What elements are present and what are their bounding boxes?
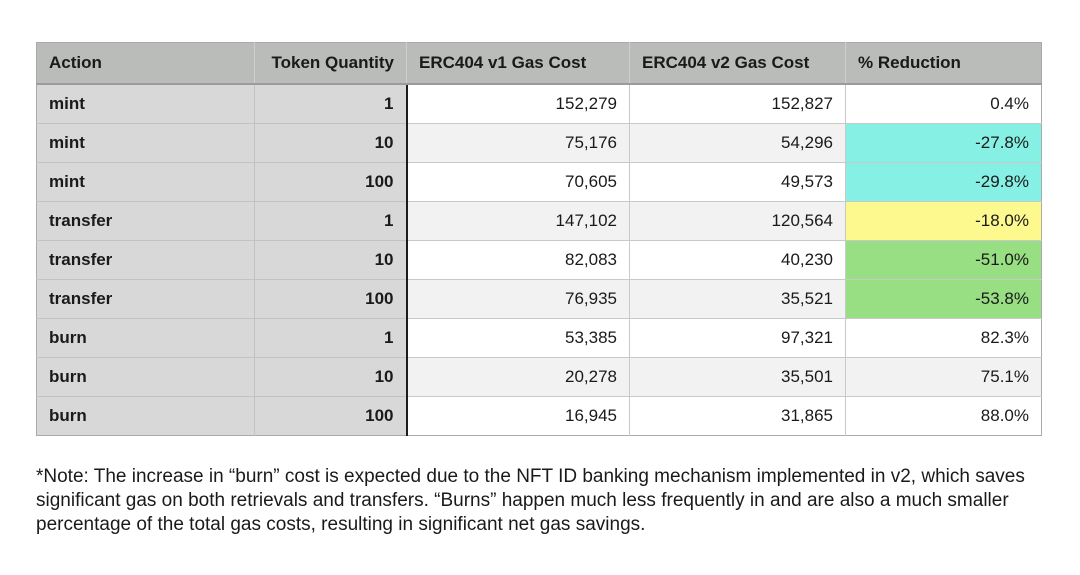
- action-cell: burn: [36, 396, 255, 436]
- action-cell: mint: [36, 123, 255, 163]
- v2-gas-cell: 120,564: [629, 201, 846, 241]
- v2-gas-cell: 31,865: [629, 396, 846, 436]
- reduction-cell: 88.0%: [845, 396, 1042, 436]
- quantity-cell: 100: [254, 279, 407, 319]
- v1-gas-cell: 53,385: [405, 318, 630, 358]
- quantity-cell: 1: [254, 318, 407, 358]
- v2-gas-cell: 97,321: [629, 318, 846, 358]
- v1-gas-cell: 20,278: [405, 357, 630, 397]
- table-row: burn 100 16,945 31,865 88.0%: [36, 396, 1042, 436]
- v2-gas-cell: 54,296: [629, 123, 846, 163]
- v1-gas-cell: 16,945: [405, 396, 630, 436]
- header-row: Action Token Quantity ERC404 v1 Gas Cost…: [36, 42, 1042, 85]
- column-header-token-quantity: Token Quantity: [254, 42, 407, 85]
- table-row: transfer 10 82,083 40,230 -51.0%: [36, 240, 1042, 280]
- table-row: burn 1 53,385 97,321 82.3%: [36, 318, 1042, 358]
- v1-gas-cell: 75,176: [405, 123, 630, 163]
- quantity-cell: 10: [254, 240, 407, 280]
- reduction-cell: -29.8%: [845, 162, 1042, 202]
- v2-gas-cell: 152,827: [629, 84, 846, 124]
- column-header-action: Action: [36, 42, 255, 85]
- quantity-cell: 100: [254, 162, 407, 202]
- v1-gas-cell: 76,935: [405, 279, 630, 319]
- footnote: *Note: The increase in “burn” cost is ex…: [36, 466, 1025, 535]
- reduction-cell: 82.3%: [845, 318, 1042, 358]
- column-header-v2-gas-cost: ERC404 v2 Gas Cost: [629, 42, 846, 85]
- reduction-cell: 75.1%: [845, 357, 1042, 397]
- table-row: mint 1 152,279 152,827 0.4%: [36, 84, 1042, 124]
- action-cell: mint: [36, 162, 255, 202]
- table-row: mint 10 75,176 54,296 -27.8%: [36, 123, 1042, 163]
- quantity-cell: 10: [254, 123, 407, 163]
- reduction-cell: -53.8%: [845, 279, 1042, 319]
- gas-cost-comparison-table: Action Token Quantity ERC404 v1 Gas Cost…: [36, 42, 1042, 436]
- table-row: mint 100 70,605 49,573 -29.8%: [36, 162, 1042, 202]
- page: Action Token Quantity ERC404 v1 Gas Cost…: [36, 42, 1042, 535]
- action-cell: transfer: [36, 240, 255, 280]
- v2-gas-cell: 35,501: [629, 357, 846, 397]
- reduction-cell: 0.4%: [845, 84, 1042, 124]
- reduction-cell: -18.0%: [845, 201, 1042, 241]
- table-row: transfer 1 147,102 120,564 -18.0%: [36, 201, 1042, 241]
- v1-gas-cell: 82,083: [405, 240, 630, 280]
- action-cell: burn: [36, 318, 255, 358]
- reduction-cell: -51.0%: [845, 240, 1042, 280]
- quantity-cell: 1: [254, 201, 407, 241]
- action-cell: transfer: [36, 201, 255, 241]
- action-cell: burn: [36, 357, 255, 397]
- v1-gas-cell: 70,605: [405, 162, 630, 202]
- column-header-percent-reduction: % Reduction: [845, 42, 1042, 85]
- column-header-v1-gas-cost: ERC404 v1 Gas Cost: [406, 42, 630, 85]
- quantity-cell: 1: [254, 84, 407, 124]
- table-row: transfer 100 76,935 35,521 -53.8%: [36, 279, 1042, 319]
- quantity-cell: 100: [254, 396, 407, 436]
- v2-gas-cell: 35,521: [629, 279, 846, 319]
- v1-gas-cell: 147,102: [405, 201, 630, 241]
- action-cell: transfer: [36, 279, 255, 319]
- reduction-cell: -27.8%: [845, 123, 1042, 163]
- action-cell: mint: [36, 84, 255, 124]
- v2-gas-cell: 49,573: [629, 162, 846, 202]
- v1-gas-cell: 152,279: [405, 84, 630, 124]
- v2-gas-cell: 40,230: [629, 240, 846, 280]
- quantity-cell: 10: [254, 357, 407, 397]
- table-row: burn 10 20,278 35,501 75.1%: [36, 357, 1042, 397]
